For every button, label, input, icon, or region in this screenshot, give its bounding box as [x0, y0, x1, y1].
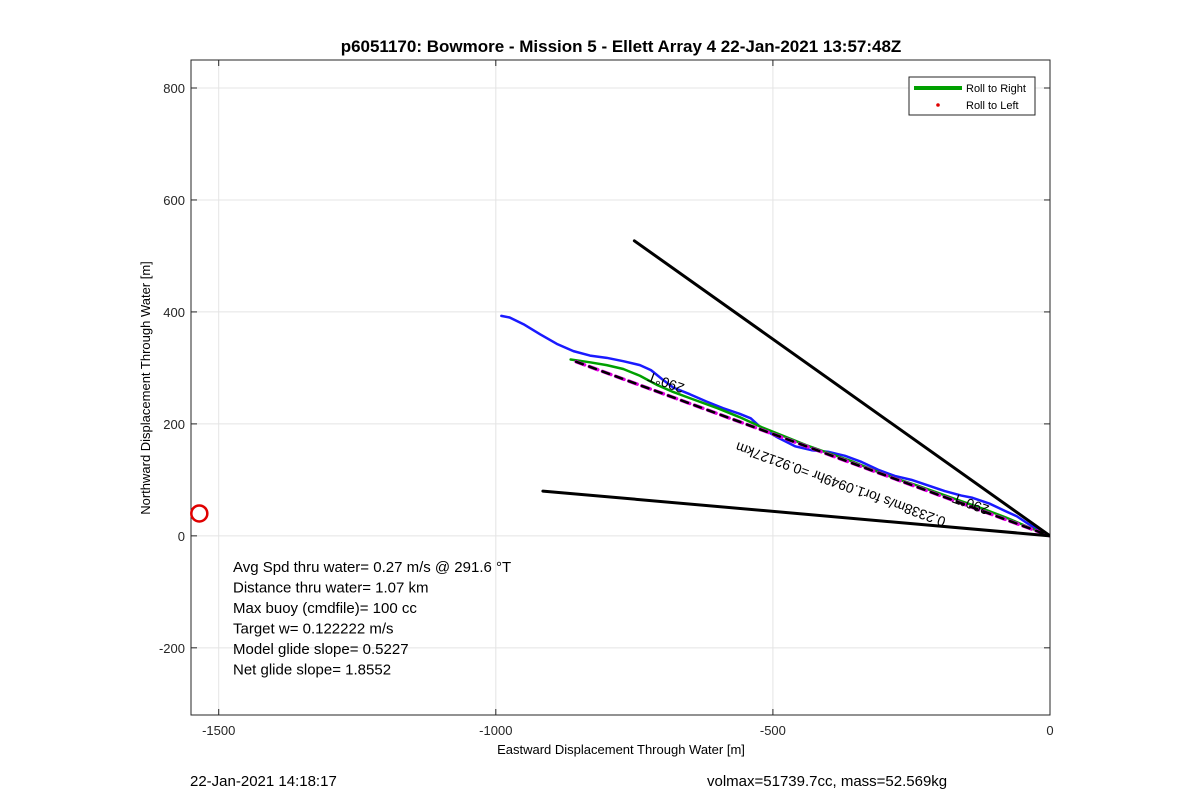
- legend-box: [908, 76, 1036, 116]
- legend-label: Roll to Left: [966, 100, 1019, 112]
- footer-volmass: volmax=51739.7cc, mass=52.569kg: [707, 773, 948, 790]
- stats-line: Avg Spd thru water= 0.27 m/s @ 291.6 °T: [233, 559, 511, 576]
- y-tick-label: 800: [163, 81, 185, 96]
- x-tick-label: 0: [1046, 723, 1053, 738]
- stats-line: Net glide slope= 1.8552: [233, 662, 391, 679]
- data-series-line-4: [632, 239, 1050, 538]
- data-series-line-3: [574, 360, 1050, 538]
- data-series-line-5: [541, 489, 1050, 538]
- chart-title: p6051170: Bowmore - Mission 5 - Ellett A…: [341, 37, 902, 56]
- x-tick-label: -1500: [202, 723, 235, 738]
- series-group: [500, 239, 1050, 538]
- y-tick-label: 400: [163, 305, 185, 320]
- x-axis-label: Eastward Displacement Through Water [m]: [497, 742, 745, 757]
- legend: Roll to Right Roll to Left: [908, 76, 1036, 116]
- stats-line: Max buoy (cmdfile)= 100 cc: [233, 600, 417, 617]
- x-tick-label: -500: [760, 723, 786, 738]
- stats-line: Model glide slope= 0.5227: [233, 641, 409, 658]
- y-tick-label: -200: [159, 641, 185, 656]
- x-tick-label: -1000: [479, 723, 512, 738]
- y-axis-label: Northward Displacement Through Water [m]: [138, 261, 153, 515]
- y-tick-label: 600: [163, 193, 185, 208]
- footer-timestamp: 22-Jan-2021 14:18:17: [190, 773, 337, 790]
- stats-line: Target w= 0.122222 m/s: [233, 621, 394, 638]
- legend-swatch-dot: [936, 103, 940, 107]
- start-marker: [190, 504, 209, 523]
- stats-line: Distance thru water= 1.07 km: [233, 580, 429, 597]
- plot-area: -1500 -1000 -500 0-2000200400600800290°T290…: [159, 59, 1054, 738]
- legend-label: Roll to Right: [966, 83, 1026, 95]
- plot-background: [191, 60, 1050, 715]
- y-tick-label: 200: [163, 417, 185, 432]
- axes-frame: [190, 59, 1051, 716]
- y-tick-label: 0: [178, 529, 185, 544]
